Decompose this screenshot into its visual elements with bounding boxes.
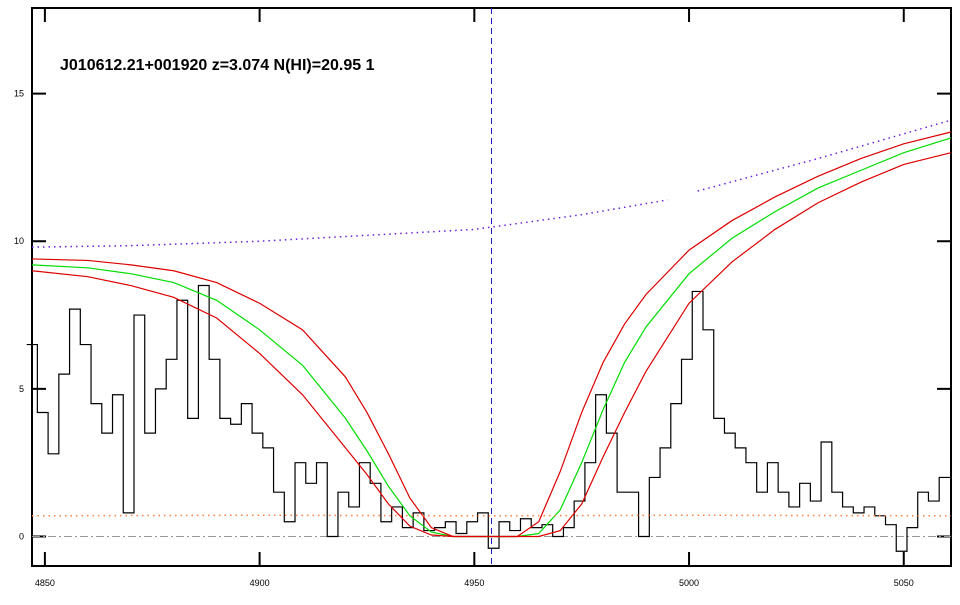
x-tick-label: 5050 — [894, 578, 914, 588]
x-tick-label: 4900 — [250, 578, 270, 588]
spectrum-line — [26, 284, 950, 552]
x-tick-label: 4850 — [35, 578, 55, 588]
y-tick-label: 15 — [14, 89, 24, 99]
spectrum-line — [31, 152, 952, 538]
y-tick-label: 0 — [19, 531, 24, 541]
x-tick-label: 5000 — [679, 578, 699, 588]
spectrum-line — [31, 137, 952, 538]
x-tick-label: 4950 — [464, 578, 484, 588]
chart-title: J010612.21+001920 z=3.074 N(HI)=20.95 1 — [60, 57, 375, 74]
spectrum-line — [31, 199, 668, 248]
y-tick-label: 10 — [14, 236, 24, 246]
spectrum-line — [31, 514, 952, 517]
spectrum-line — [697, 119, 952, 192]
y-tick-label: 5 — [19, 384, 24, 394]
